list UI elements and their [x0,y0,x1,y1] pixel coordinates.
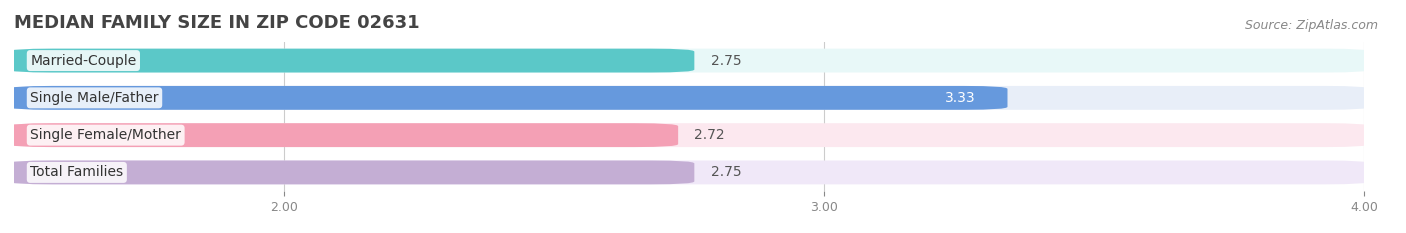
FancyBboxPatch shape [8,161,695,184]
Text: Single Male/Father: Single Male/Father [31,91,159,105]
FancyBboxPatch shape [8,161,1369,184]
FancyBboxPatch shape [8,123,1369,147]
Text: Married-Couple: Married-Couple [31,54,136,68]
FancyBboxPatch shape [8,123,678,147]
Text: 2.75: 2.75 [710,165,741,179]
FancyBboxPatch shape [8,86,1369,110]
Text: 2.75: 2.75 [710,54,741,68]
Text: 3.33: 3.33 [945,91,976,105]
Text: 2.72: 2.72 [695,128,725,142]
Text: Single Female/Mother: Single Female/Mother [31,128,181,142]
Text: MEDIAN FAMILY SIZE IN ZIP CODE 02631: MEDIAN FAMILY SIZE IN ZIP CODE 02631 [14,14,419,32]
FancyBboxPatch shape [8,86,1008,110]
FancyBboxPatch shape [8,49,1369,72]
Text: Source: ZipAtlas.com: Source: ZipAtlas.com [1244,19,1378,32]
FancyBboxPatch shape [8,49,695,72]
Text: Total Families: Total Families [31,165,124,179]
